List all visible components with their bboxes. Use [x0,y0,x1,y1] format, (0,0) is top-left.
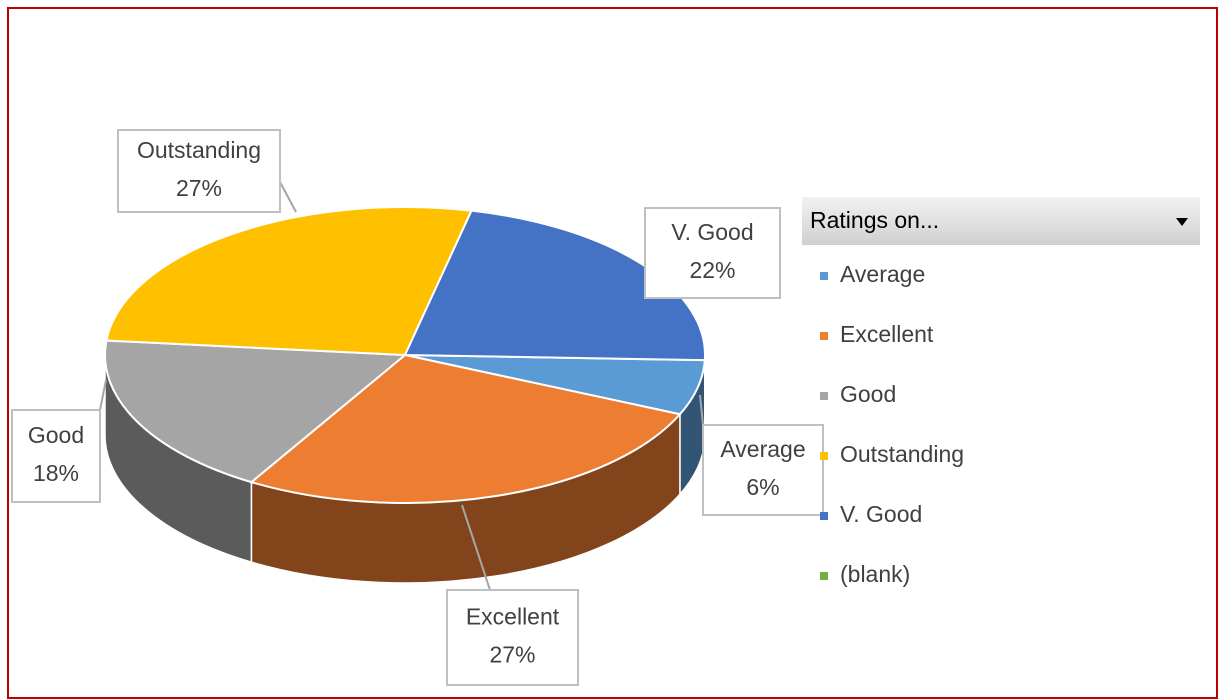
label-leader [99,379,107,411]
legend-label: (blank) [840,561,910,587]
legend-label: Average [840,261,925,287]
pie-tops [104,206,706,504]
dropdown-arrow[interactable] [1176,218,1188,226]
label-value: 6% [746,474,779,500]
legend-swatch [820,452,828,460]
label-box [11,409,101,503]
legend-label: Good [840,381,896,407]
data-labels: Average 6% Excellent 27% Good 18% Outstanding 2… [11,129,824,686]
label-category: Good [28,422,84,448]
label-category: Outstanding [137,137,261,163]
pie-slice [403,209,706,362]
legend-swatch [820,392,828,400]
legend-label: Outstanding [840,441,964,467]
pie-slice [249,353,682,504]
legend-swatch [820,332,828,340]
pie-slice [105,206,473,357]
label-leader [461,504,491,591]
label-value: 27% [489,642,535,668]
legend-swatch [820,272,828,280]
label-box [644,207,781,299]
legend: Average Excellent Good Outstanding V. Good (b… [820,261,964,587]
label-category: V. Good [671,219,753,245]
label-box [117,129,281,213]
label-category: Excellent [466,604,560,630]
label-leader [699,394,704,426]
label-value: 27% [176,175,222,201]
legend-filter-button[interactable] [802,197,1200,245]
label-box [446,589,579,686]
label-leader [279,181,297,213]
legend-title: Ratings on... [810,207,939,233]
legend-label: Excellent [840,321,934,347]
legend-swatch [820,512,828,520]
legend-swatch [820,572,828,580]
pie-slice [104,339,408,484]
label-value: 22% [689,257,735,283]
legend-label: V. Good [840,501,922,527]
label-box [702,424,824,516]
label-value: 18% [33,460,79,486]
label-category: Average [720,436,805,462]
